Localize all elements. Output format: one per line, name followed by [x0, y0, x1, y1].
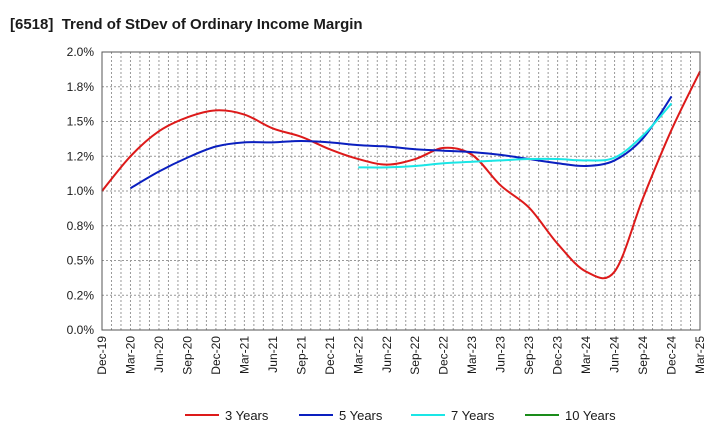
x-tick-label: Mar-25: [693, 336, 707, 374]
legend-label-10-years: 10 Years: [565, 408, 616, 423]
y-tick-label: 1.0%: [67, 184, 95, 198]
series-line-5-years: [129, 95, 673, 190]
x-tick-label: Sep-20: [180, 336, 194, 375]
y-tick-label: 0.8%: [67, 219, 95, 233]
legend: 3 Years 5 Years 7 Years 10 Years: [185, 408, 616, 423]
x-tick-label: Dec-24: [665, 336, 679, 375]
y-axis-ticks: 0.0% 0.2% 0.5% 0.8% 1.0% 1.2% 1.5% 1.8% 2.0%: [67, 45, 95, 337]
legend-label-3-years: 3 Years: [225, 408, 269, 423]
x-tick-label: Jun-21: [266, 336, 280, 373]
y-tick-label: 1.8%: [67, 80, 95, 94]
x-tick-label: Dec-22: [437, 336, 451, 375]
series-line-7-years: [358, 102, 673, 169]
series-line-3-years: [101, 71, 701, 280]
x-tick-label: Mar-21: [237, 336, 251, 374]
y-tick-label: 0.2%: [67, 288, 95, 302]
y-tick-label: 0.0%: [67, 323, 95, 337]
x-tick-label: Dec-23: [551, 336, 565, 375]
plot-area-frame: [101, 51, 701, 331]
x-tick-label: Jun-24: [608, 336, 622, 373]
x-tick-label: Jun-23: [494, 336, 508, 373]
chart-title: [6518] Trend of StDev of Ordinary Income…: [10, 16, 363, 33]
x-tick-label: Sep-24: [636, 336, 650, 375]
x-tick-label: Dec-19: [95, 336, 109, 375]
x-tick-label: Sep-23: [522, 336, 536, 375]
x-axis-ticks: Dec-19 Mar-20 Jun-20 Sep-20 Dec-20 Mar-21 Jun-…: [95, 336, 707, 375]
y-tick-label: 2.0%: [67, 45, 95, 59]
y-tick-label: 1.2%: [67, 149, 95, 163]
x-tick-label: Sep-22: [408, 336, 422, 375]
x-tick-label: Dec-21: [323, 336, 337, 375]
legend-label-7-years: 7 Years: [451, 408, 495, 423]
grid: [101, 51, 701, 331]
x-tick-label: Jun-20: [152, 336, 166, 373]
legend-label-5-years: 5 Years: [339, 408, 383, 423]
y-tick-label: 0.5%: [67, 254, 95, 268]
x-tick-label: Mar-23: [465, 336, 479, 374]
x-tick-label: Dec-20: [209, 336, 223, 375]
x-tick-label: Jun-22: [380, 336, 394, 373]
x-tick-label: Sep-21: [294, 336, 308, 375]
series-lines: [101, 71, 701, 280]
x-tick-label: Mar-20: [123, 336, 137, 374]
x-tick-label: Mar-24: [579, 336, 593, 374]
x-tick-label: Mar-22: [351, 336, 365, 374]
y-tick-label: 1.5%: [67, 115, 95, 129]
